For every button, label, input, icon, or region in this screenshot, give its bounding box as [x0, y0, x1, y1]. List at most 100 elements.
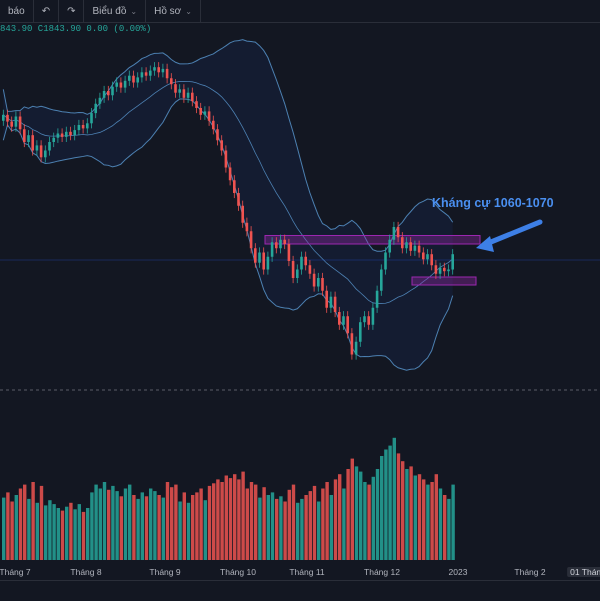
- candle-body: [363, 316, 366, 323]
- volume-bar: [426, 484, 430, 560]
- volume-bar: [325, 482, 329, 560]
- volume-bar: [119, 496, 123, 560]
- volume-bar: [199, 488, 203, 560]
- support-zone: [411, 276, 477, 286]
- resistance-annotation: Kháng cự 1060-1070: [432, 196, 554, 210]
- candle-body: [170, 78, 173, 85]
- volume-bar: [380, 456, 384, 560]
- volume-bar: [422, 479, 426, 560]
- volume-bar: [195, 492, 199, 560]
- undo-button[interactable]: ↶: [34, 0, 60, 22]
- volume-bar: [153, 491, 157, 560]
- candle-body: [23, 129, 26, 142]
- candle-body: [73, 130, 76, 136]
- candle-body: [388, 239, 391, 253]
- candle-body: [438, 267, 442, 274]
- volume-bar: [291, 484, 296, 560]
- candle-body: [396, 227, 400, 238]
- volume-bar: [237, 479, 241, 560]
- volume-bar: [312, 485, 317, 560]
- candle-body: [262, 252, 265, 270]
- candle-body: [107, 91, 110, 96]
- volume-bar: [170, 487, 174, 560]
- volume-bar: [73, 509, 77, 560]
- candle-body: [405, 242, 408, 249]
- candle-body: [291, 261, 295, 278]
- candle-body: [144, 72, 148, 76]
- volume-bar: [94, 484, 98, 560]
- volume-bar: [14, 495, 18, 560]
- volume-bar: [287, 489, 291, 560]
- candle-body: [165, 68, 169, 79]
- candle-body: [220, 140, 223, 151]
- candle-body: [69, 131, 72, 136]
- volume-bar: [346, 469, 350, 560]
- volume-bar: [44, 505, 48, 560]
- indicators-button[interactable]: báo: [0, 0, 34, 22]
- volume-bar: [443, 495, 447, 560]
- volume-bar: [10, 501, 14, 560]
- candle-body: [77, 125, 81, 131]
- candle-body: [371, 307, 375, 325]
- volume-bar: [165, 482, 170, 560]
- candle-body: [409, 242, 412, 251]
- volume-bar: [249, 482, 254, 560]
- candle-body: [380, 269, 383, 291]
- redo-button[interactable]: ↷: [59, 0, 85, 22]
- candle-body: [300, 256, 303, 270]
- indicators-label: báo: [8, 5, 25, 17]
- volume-bar: [48, 500, 52, 560]
- volume-bar: [266, 495, 270, 560]
- candle-body: [6, 114, 9, 122]
- volume-bar: [191, 495, 195, 560]
- candle-body: [258, 252, 261, 263]
- candle-body: [86, 123, 89, 129]
- candle-body: [451, 254, 454, 270]
- candle-body: [90, 113, 93, 124]
- candle-body: [14, 116, 18, 127]
- candle-body: [94, 103, 97, 114]
- volume-bar: [186, 502, 191, 560]
- price-chart[interactable]: [0, 0, 600, 580]
- volume-bar: [98, 488, 102, 560]
- volume-bar: [258, 497, 262, 560]
- candle-body: [367, 316, 370, 325]
- candle-body: [342, 316, 345, 325]
- volume-bar: [392, 437, 396, 560]
- candle-body: [413, 245, 417, 251]
- candle-body: [270, 242, 274, 257]
- volume-bar: [69, 502, 73, 560]
- candle-body: [123, 80, 127, 88]
- candle-body: [422, 252, 425, 260]
- volume-bar: [396, 453, 401, 560]
- volume-bar: [144, 496, 149, 560]
- candle-body: [39, 145, 43, 158]
- candle-body: [417, 245, 421, 253]
- volume-bar: [241, 471, 245, 560]
- candle-body: [153, 67, 156, 71]
- volume-bar: [275, 498, 279, 560]
- time-axis[interactable]: Tháng 7 Tháng 8 Tháng 9 Tháng 10 Tháng 11 Thá…: [0, 565, 600, 579]
- candle-body: [186, 92, 190, 98]
- candle-body: [161, 68, 165, 73]
- volume-bar: [18, 488, 23, 560]
- volume-bar: [35, 502, 39, 560]
- candle-body: [216, 129, 219, 141]
- volume-bar: [371, 476, 375, 560]
- time-axis-tick: Tháng 9: [149, 567, 181, 577]
- volume-bar: [279, 496, 283, 560]
- candle-body: [182, 89, 186, 98]
- candle-body: [157, 67, 160, 73]
- candle-body: [136, 77, 139, 83]
- candle-body: [283, 239, 286, 244]
- volume-bar: [52, 504, 56, 560]
- candle-body: [375, 290, 379, 308]
- candle-body: [287, 244, 291, 261]
- candle-body: [35, 145, 39, 151]
- chart-menu-button[interactable]: Biểu đồ ⌄: [84, 0, 147, 22]
- candle-body: [233, 180, 236, 193]
- volume-bar: [367, 484, 371, 560]
- volume-bar: [77, 504, 81, 560]
- template-menu-button[interactable]: Hồ sơ ⌄: [146, 0, 201, 22]
- volume-bar: [157, 495, 161, 560]
